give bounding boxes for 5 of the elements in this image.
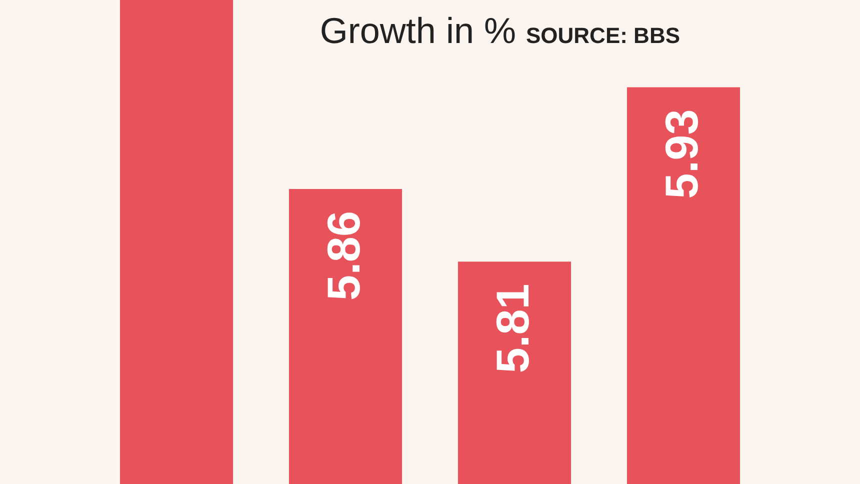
data-label: 5.93 [655,109,708,199]
chart-title: Growth in % [320,10,516,51]
annotation: SOURCE: BBS [526,23,680,48]
data-label: 5.86 [318,210,370,300]
data-label: 5.81 [486,284,538,374]
